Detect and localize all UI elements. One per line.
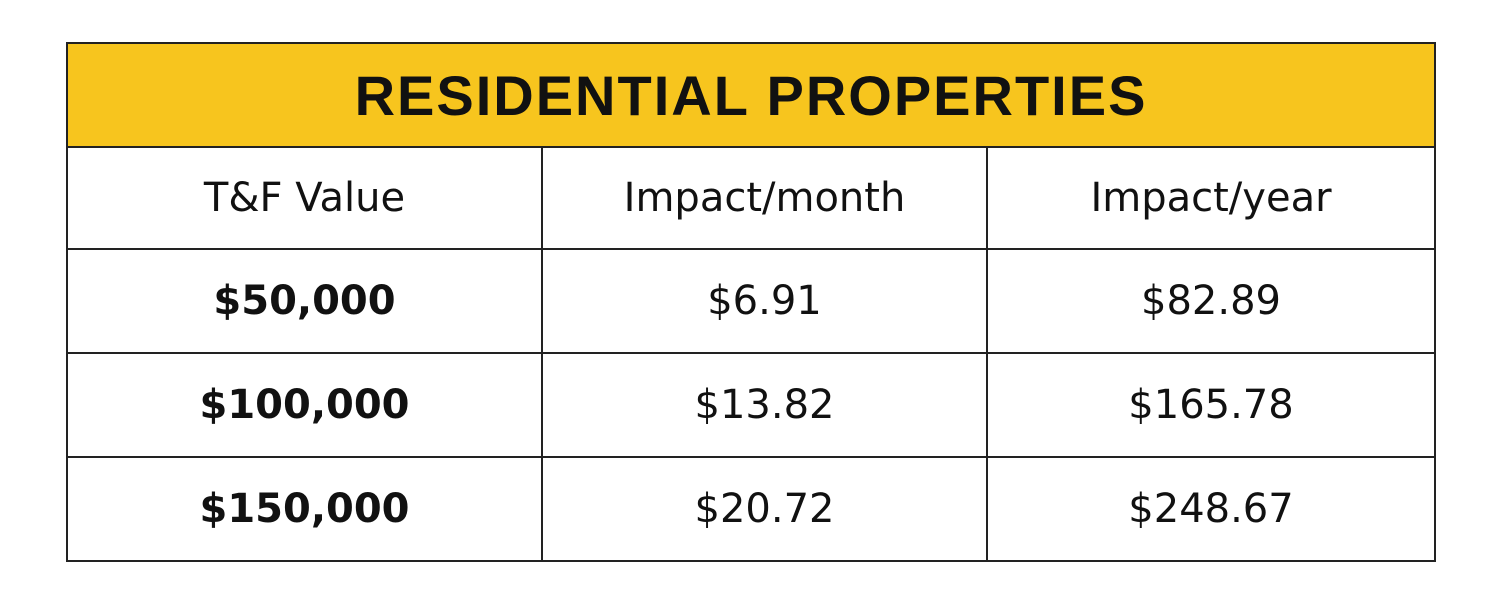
table-row: $50,000 $6.91 $82.89	[66, 248, 1437, 354]
impact-cell: $165.78	[985, 352, 1437, 458]
impact-cell: $20.72	[541, 456, 988, 562]
title-row: RESIDENTIAL PROPERTIES	[65, 42, 1437, 148]
impact-cell: $13.82	[541, 352, 988, 458]
header-row: T&F Value Impact/month Impact/year	[66, 146, 1437, 250]
impact-cell: $6.91	[541, 248, 988, 354]
table-row: $150,000 $20.72 $248.67	[66, 456, 1437, 562]
residential-table: RESIDENTIAL PROPERTIES T&F Value Impact/m…	[65, 42, 1437, 562]
tf-value-cell: $100,000	[66, 352, 543, 458]
impact-cell: $248.67	[985, 456, 1437, 562]
table-title: RESIDENTIAL PROPERTIES	[65, 42, 1437, 148]
column-header: Impact/month	[541, 146, 988, 250]
tf-value-cell: $50,000	[66, 248, 543, 354]
column-header: T&F Value	[66, 146, 543, 250]
table-container: RESIDENTIAL PROPERTIES T&F Value Impact/m…	[65, 42, 1437, 562]
impact-cell: $82.89	[985, 248, 1437, 354]
tf-value-cell: $150,000	[66, 456, 543, 562]
table-row: $100,000 $13.82 $165.78	[66, 352, 1437, 458]
column-header: Impact/year	[985, 146, 1437, 250]
